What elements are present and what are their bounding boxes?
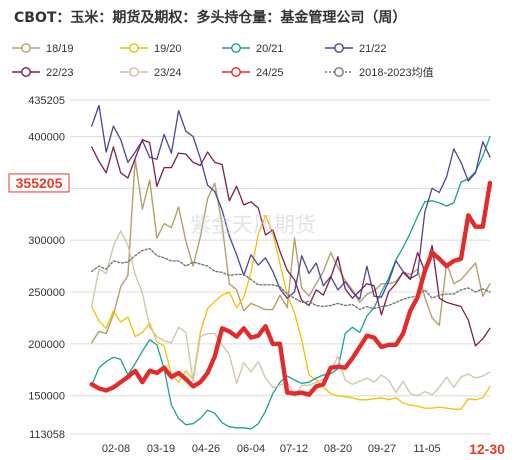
chart-title: CBOT：玉米：期货及期权：多头持仓量：基金管理公司（周） (14, 9, 406, 26)
series-line-highlight (89, 180, 493, 397)
legend-swatch-marker (21, 67, 31, 77)
y-tick-label: 435205 (28, 95, 65, 107)
legend-swatch-marker (231, 43, 241, 53)
series-line (91, 104, 491, 300)
legend-entry-label: 20/21 (256, 43, 284, 55)
legend-entry-label: 19/20 (154, 43, 182, 55)
current-value-label: 355205 (16, 175, 63, 191)
x-tick-label: 07-12 (280, 443, 308, 455)
series-group (89, 104, 493, 430)
legend-entry-label: 22/23 (46, 67, 74, 79)
y-tick-label: 113058 (29, 429, 65, 441)
legend-entry-label: 18/19 (46, 43, 74, 55)
legend-swatch-marker (231, 67, 241, 77)
series-line (91, 230, 491, 398)
series-line (91, 247, 491, 311)
x-end-label: 12-30 (469, 441, 505, 457)
series-line (91, 135, 491, 430)
axis-ticks: 1130581500002000002500003000003500004000… (8, 95, 505, 457)
y-tick-label: 300000 (28, 235, 65, 247)
x-tick-label: 04-26 (192, 443, 220, 455)
watermark: 紫金天风期货 (190, 213, 316, 237)
y-tick-label: 200000 (28, 339, 65, 351)
current-value-box (8, 173, 70, 193)
legend-entry-label: 23/24 (154, 67, 182, 79)
y-tick-label: 400000 (28, 132, 65, 144)
x-tick-label: 11-05 (413, 443, 440, 455)
legend-entry-label: 21/22 (359, 43, 387, 55)
legend-swatch-marker (129, 67, 139, 77)
x-tick-label: 08-20 (324, 443, 352, 455)
y-tick-label: 150000 (28, 391, 65, 403)
y-tick-label: 250000 (28, 287, 65, 299)
series-line (91, 158, 491, 344)
x-tick-label: 02-08 (102, 443, 130, 455)
x-tick-label: 09-27 (368, 443, 396, 455)
series-line (91, 138, 491, 347)
legend-swatch-marker (334, 43, 344, 53)
legend: 18/19 19/20 20/21 21/22 22/23 23/24 24/25 2018-… (12, 43, 434, 79)
series-line (91, 214, 491, 410)
legend-swatch-marker (129, 43, 139, 53)
x-tick-label: 06-04 (237, 443, 265, 455)
legend-entry-label: 2018-2023均值 (359, 66, 434, 79)
legend-swatch-marker (21, 43, 31, 53)
legend-entry-label: 24/25 (256, 67, 284, 79)
legend-swatch-marker (334, 67, 344, 77)
x-tick-label: 03-19 (147, 443, 175, 455)
